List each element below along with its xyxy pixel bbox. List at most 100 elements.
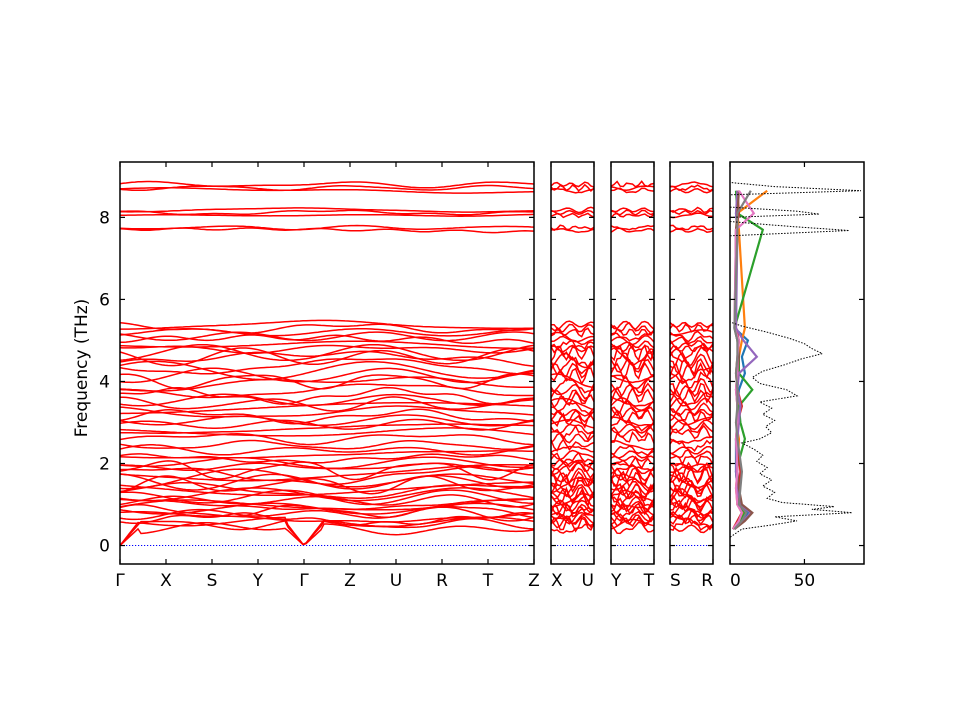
band-line: [550, 472, 595, 494]
band-line: [119, 184, 535, 192]
band-line: [610, 209, 655, 216]
band-line: [610, 399, 655, 417]
band-line: [119, 487, 535, 502]
band-line: [119, 367, 535, 384]
band-line: [550, 356, 595, 376]
band-line: [610, 374, 655, 384]
band-line: [119, 450, 535, 459]
band-line: [610, 335, 655, 346]
band-line: [119, 360, 535, 381]
band-panel-frame-2: [550, 161, 595, 565]
band-line: [550, 503, 595, 519]
band-panel-4: [669, 181, 714, 534]
band-line: [669, 187, 714, 194]
band-line: [669, 523, 714, 534]
band-line: [610, 510, 655, 523]
band-line: [669, 358, 714, 376]
band-line: [669, 449, 714, 460]
band-line: [669, 342, 714, 364]
band-line: [550, 486, 595, 509]
band-line: [119, 331, 535, 342]
band-line: [119, 373, 535, 390]
partial-dos-line: [733, 190, 752, 530]
x-tick-label: Z: [344, 571, 356, 591]
band-line: [119, 358, 535, 375]
band-line: [119, 350, 535, 367]
band-line: [669, 323, 714, 333]
band-line: [119, 224, 535, 231]
y-tick-label: 2: [99, 455, 110, 475]
band-line: [120, 207, 535, 213]
band-line: [550, 470, 595, 489]
band-line: [610, 375, 655, 394]
band-line: [669, 209, 714, 216]
band-line: [610, 473, 655, 490]
band-line: [669, 351, 714, 370]
band-line: [119, 456, 535, 470]
band-line: [550, 467, 595, 485]
band-line: [610, 342, 655, 355]
x-tick-label: Γ: [115, 571, 125, 591]
band-line: [669, 227, 714, 233]
dos-x-tick-label: 50: [794, 571, 816, 591]
band-line: [119, 376, 534, 392]
band-line: [669, 419, 714, 431]
band-line: [119, 511, 535, 523]
band-line: [669, 401, 714, 416]
band-line: [550, 493, 595, 508]
x-tick-label: Z: [528, 571, 540, 591]
band-panel-frame-1: [119, 161, 535, 565]
band-line: [550, 451, 595, 465]
band-line: [669, 424, 714, 440]
band-line: [119, 418, 535, 431]
y-tick-label: 0: [99, 537, 110, 557]
band-line: [119, 343, 535, 362]
x-tick-label: Γ: [299, 571, 309, 591]
band-line: [610, 180, 655, 188]
band-line: [610, 513, 655, 526]
band-line: [550, 187, 595, 194]
dos-panel: [729, 162, 862, 564]
band-line: [669, 335, 714, 345]
dos-x-tick-label: 0: [730, 571, 741, 591]
band-line: [669, 465, 714, 474]
dos-panel-frame: [729, 161, 865, 565]
band-line: [669, 461, 714, 468]
band-line: [610, 431, 655, 444]
band-panel-1: [119, 180, 535, 547]
band-line: [669, 501, 714, 519]
band-line: [550, 389, 595, 404]
x-tick-label: Y: [610, 571, 622, 591]
band-line: [550, 514, 595, 525]
band-line: [550, 424, 595, 442]
band-line: [550, 502, 595, 516]
band-line: [550, 224, 595, 232]
x-tick-label: X: [160, 571, 172, 591]
band-line: [610, 395, 655, 407]
band-line: [669, 184, 714, 192]
band-line: [610, 450, 655, 459]
band-line: [610, 224, 655, 231]
band-line: [610, 320, 655, 331]
band-line: [550, 206, 595, 214]
band-line: [550, 402, 595, 416]
band-line: [610, 489, 655, 504]
band-line: [550, 423, 595, 435]
band-line: [550, 458, 595, 468]
band-line: [610, 515, 654, 528]
band-line: [119, 433, 535, 446]
band-line: [119, 322, 535, 334]
band-panel-3: [610, 180, 655, 535]
band-line: [550, 406, 595, 417]
band-line: [550, 383, 595, 400]
band-line: [610, 417, 655, 432]
x-tick-label: U: [390, 571, 402, 591]
band-line: [550, 397, 595, 411]
band-line: [550, 486, 595, 503]
band-line: [550, 412, 595, 429]
band-line: [610, 462, 655, 472]
band-line: [119, 517, 535, 546]
x-tick-label: S: [207, 571, 218, 591]
band-line: [669, 321, 714, 329]
